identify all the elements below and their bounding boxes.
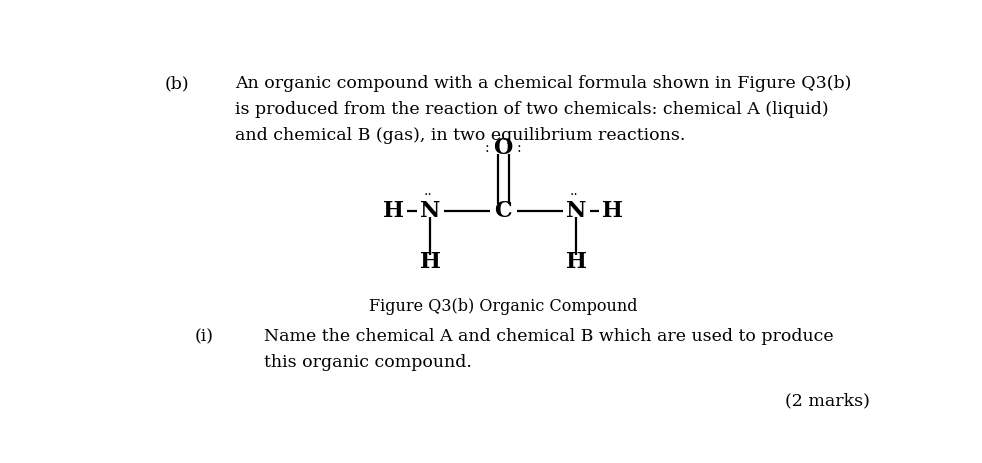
Text: (2 marks): (2 marks) <box>785 393 870 409</box>
Text: Name the chemical A and chemical B which are used to produce: Name the chemical A and chemical B which… <box>263 328 833 345</box>
Text: is produced from the reaction of two chemicals: chemical A (liquid): is produced from the reaction of two che… <box>236 101 829 118</box>
Text: An organic compound with a chemical formula shown in Figure Q3(b): An organic compound with a chemical form… <box>236 75 851 92</box>
Text: H: H <box>383 200 405 222</box>
Text: O: O <box>494 137 513 159</box>
Text: ··: ·· <box>423 188 432 201</box>
Text: this organic compound.: this organic compound. <box>263 354 471 371</box>
Text: H: H <box>419 250 441 273</box>
Text: :: : <box>485 141 490 155</box>
Text: (i): (i) <box>195 328 214 345</box>
Text: N: N <box>420 200 440 222</box>
Text: (b): (b) <box>165 75 190 92</box>
Text: Figure Q3(b) Organic Compound: Figure Q3(b) Organic Compound <box>369 298 637 315</box>
Text: H: H <box>602 200 624 222</box>
Text: ··: ·· <box>570 188 578 201</box>
Text: C: C <box>495 200 512 222</box>
Text: N: N <box>567 200 586 222</box>
Text: and chemical B (gas), in two equilibrium reactions.: and chemical B (gas), in two equilibrium… <box>236 126 685 144</box>
Text: :: : <box>517 141 521 155</box>
Text: H: H <box>566 250 587 273</box>
